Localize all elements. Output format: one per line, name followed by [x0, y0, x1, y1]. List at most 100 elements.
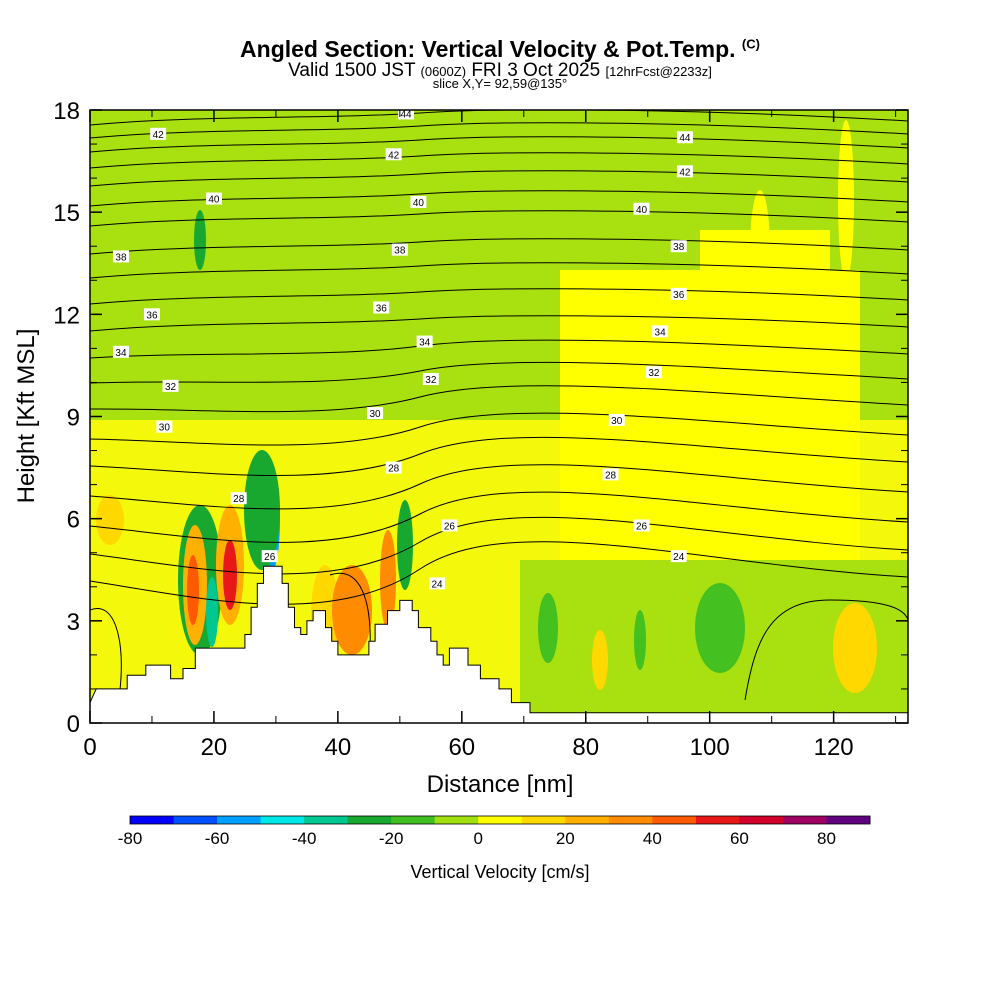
isentrope-line [744, 599, 908, 701]
contour-label-bg [608, 413, 625, 426]
contour-label-bg [633, 519, 650, 532]
colorbar-tick-label: 20 [556, 829, 575, 848]
contour-label-bg [385, 148, 402, 161]
colorbar-tick-label: -40 [292, 829, 317, 848]
colorbar-swatch [826, 816, 871, 824]
contour-label: 34 [655, 327, 667, 338]
contour-label-bg [398, 110, 415, 120]
isentrope-line [90, 361, 908, 384]
contour-label-bg [602, 468, 619, 481]
contour-label: 36 [673, 290, 685, 301]
isentrope-line [90, 607, 122, 691]
contour-label: 38 [115, 252, 127, 263]
colorbar-frame [129, 815, 871, 825]
isentrope-line [90, 288, 908, 305]
isentrope-line [329, 572, 371, 651]
colorbar-swatch [782, 816, 827, 824]
contour-label: 30 [611, 416, 623, 427]
contour-label-bg [373, 301, 390, 314]
contour-label-bg [150, 127, 167, 140]
contour-label: 36 [146, 310, 158, 321]
isentrope-line [90, 262, 908, 279]
contour-label: 40 [413, 198, 425, 209]
terrain [90, 565, 908, 723]
contour-label: 24 [673, 552, 685, 563]
contour-label-bg [143, 308, 160, 321]
contour-label-bg [230, 492, 247, 505]
velocity-patch [538, 593, 558, 663]
velocity-patch [194, 210, 206, 270]
isentrope-line [90, 385, 908, 413]
velocity-patch [96, 495, 124, 545]
contour-label-bg [422, 373, 439, 386]
contour-label: 30 [159, 423, 171, 434]
contour-label: 36 [376, 304, 388, 315]
colorbar-swatch [304, 816, 349, 824]
contour-label: 26 [444, 521, 456, 532]
isentrope-line [90, 315, 908, 332]
contour-label: 38 [673, 242, 685, 253]
valid-time: Valid 1500 JST [288, 60, 416, 81]
contour-label: 44 [400, 109, 412, 120]
contour-label: 42 [153, 130, 165, 141]
colorbar-swatch [739, 816, 784, 824]
chart-title: Angled Section: Vertical Velocity & Pot.… [0, 36, 1000, 63]
contour-label-bg [670, 287, 687, 300]
isentrope-line [90, 412, 908, 446]
contour-label-bg [112, 250, 129, 263]
contour-label-bg [385, 461, 402, 474]
contour-label-bg [429, 577, 446, 590]
isentrope-line [90, 464, 908, 510]
contour-label-bg [645, 366, 662, 379]
colorbar-swatch [521, 816, 566, 824]
contour-label-bg [676, 131, 693, 144]
isentrope-line [90, 152, 908, 169]
isentrope-line [90, 238, 908, 255]
y-tick-label: 12 [53, 302, 80, 329]
colorbar-tick-label: -80 [118, 829, 143, 848]
y-axis-label: Height [Kft MSL] [13, 329, 40, 504]
isentrope-line [90, 136, 908, 153]
contour-label-bg [156, 420, 173, 433]
isentrope-line [90, 170, 908, 187]
contour-label-bg [670, 550, 687, 563]
contour-label-bg [205, 192, 222, 205]
x-tick-label: 40 [325, 734, 352, 761]
velocity-patch [244, 450, 280, 570]
velocity-patch [206, 577, 218, 647]
y-tick-label: 18 [53, 98, 80, 125]
isentrope-line [90, 210, 908, 227]
contour-label-bg [676, 165, 693, 178]
velocity-patch [634, 610, 646, 670]
y-tick-label: 3 [67, 609, 80, 636]
plot-area: 42 44 42 44 42 40 40 40 38 38 38 36 36 36 34 34 34 32 32 32… [90, 109, 908, 723]
contour-label: 28 [233, 494, 245, 505]
title-main: Angled Section: Vertical Velocity & Pot.… [240, 36, 736, 62]
velocity-patch [187, 555, 199, 625]
isentrope-line [90, 516, 908, 575]
contour-label-bg [441, 519, 458, 532]
x-tick-label: 100 [690, 734, 730, 761]
copyright-mark: (C) [741, 36, 760, 52]
contour-label: 42 [679, 167, 691, 178]
isentrope-line [90, 436, 908, 476]
colorbar-swatch [695, 816, 740, 824]
colorbar-label: Vertical Velocity [cm/s] [410, 862, 590, 882]
contour-label-bg [112, 345, 129, 358]
contour-label: 42 [388, 150, 400, 161]
contour-label-bg [670, 240, 687, 253]
x-tick-label: 80 [572, 734, 599, 761]
colorbar-tick-label: 40 [643, 829, 662, 848]
colorbar-swatch [478, 816, 523, 824]
contour-label: 30 [369, 409, 381, 420]
x-tick-label: 120 [814, 734, 854, 761]
valid-date: FRI 3 Oct 2025 [471, 60, 601, 81]
contour-label-bg [633, 202, 650, 215]
contour-label: 32 [648, 368, 660, 379]
velocity-patch [223, 540, 237, 610]
contour-label: 38 [394, 246, 406, 257]
velocity-patch [695, 583, 745, 673]
contour-label: 34 [419, 338, 431, 349]
